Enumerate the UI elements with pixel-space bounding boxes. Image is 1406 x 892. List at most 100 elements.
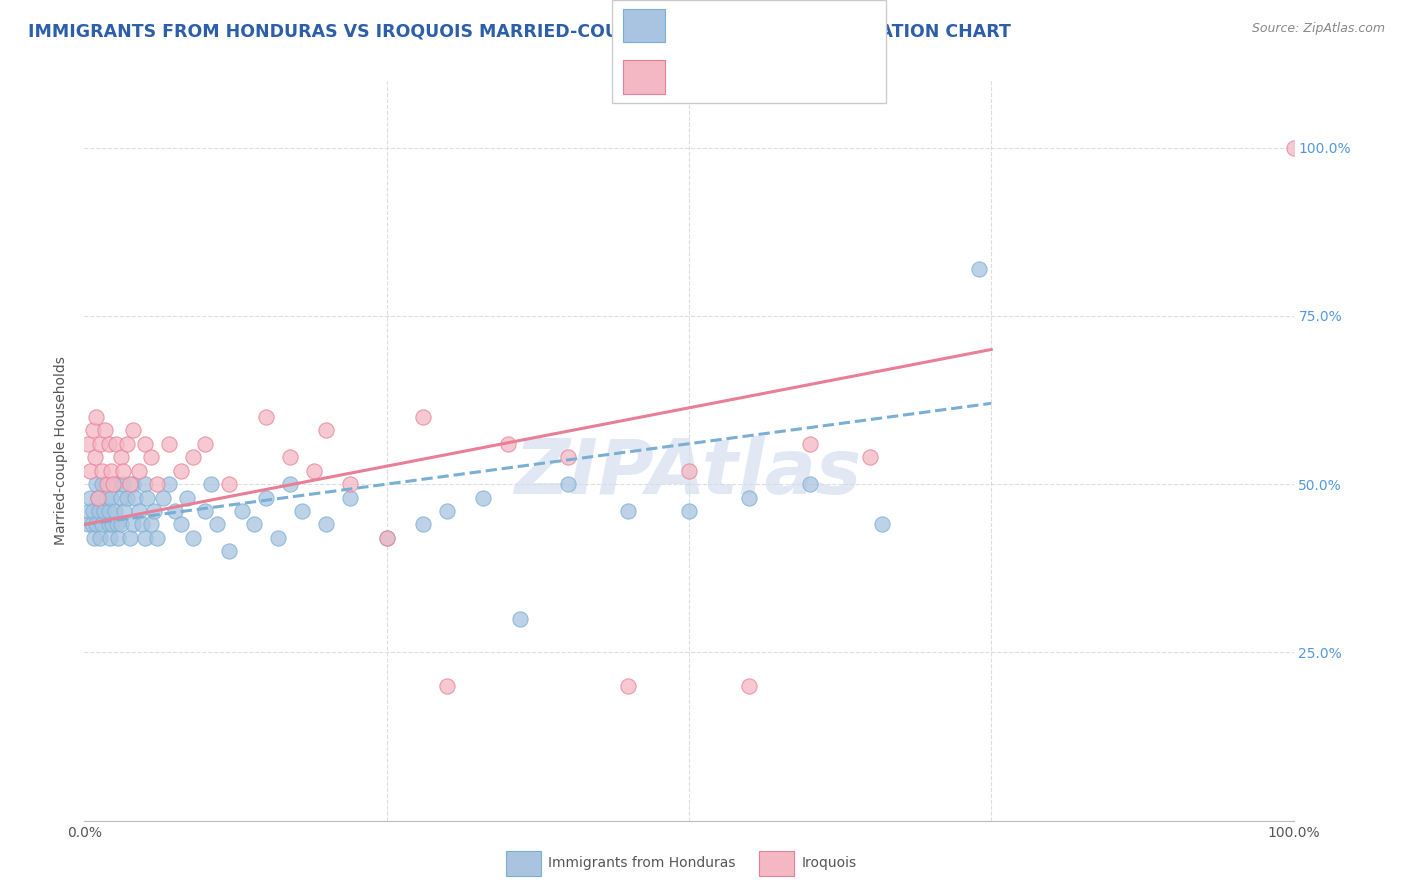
Point (146, 531, 169, 545)
Text: 0.117: 0.117 (716, 18, 763, 33)
Point (315, 423, 337, 437)
Point (139, 517, 162, 532)
Point (412, 517, 434, 532)
Point (436, 504, 458, 518)
Point (278, 477, 301, 491)
Point (146, 477, 169, 491)
Point (89, 436, 111, 450)
Point (110, 491, 132, 505)
Point (97, 517, 120, 532)
Point (128, 464, 150, 478)
Point (339, 491, 361, 505)
Point (176, 491, 198, 505)
Point (104, 477, 127, 491)
Point (115, 436, 138, 450)
Y-axis label: Married-couple Households: Married-couple Households (55, 356, 69, 545)
Text: Source: ZipAtlas.com: Source: ZipAtlas.com (1251, 22, 1385, 36)
Point (799, 436, 821, 450)
Point (375, 531, 398, 545)
Point (278, 450, 301, 465)
Point (152, 491, 174, 505)
Point (121, 517, 143, 532)
Point (254, 491, 277, 505)
Point (97, 504, 120, 518)
Text: ZIPAtlas: ZIPAtlas (515, 435, 863, 509)
Point (254, 409, 277, 424)
Point (77, 517, 100, 532)
Point (112, 504, 135, 518)
Text: Immigrants from Honduras: Immigrants from Honduras (548, 856, 735, 871)
Point (967, 261, 990, 276)
Point (112, 477, 135, 491)
Point (107, 531, 129, 545)
Point (207, 517, 229, 532)
Point (738, 491, 761, 505)
Point (557, 477, 579, 491)
Point (738, 679, 761, 693)
Point (143, 504, 166, 518)
Point (104, 436, 127, 450)
Point (77, 504, 100, 518)
Point (112, 464, 135, 478)
Point (678, 504, 700, 518)
Point (472, 491, 495, 505)
Point (86, 409, 108, 424)
Point (124, 491, 146, 505)
Point (86, 491, 108, 505)
Point (86, 491, 108, 505)
Point (98, 531, 121, 545)
Point (110, 450, 132, 465)
Point (170, 464, 193, 478)
Point (859, 450, 882, 465)
Point (181, 531, 204, 545)
Text: 71: 71 (814, 18, 835, 33)
Point (79, 491, 101, 505)
Point (678, 464, 700, 478)
Point (157, 477, 180, 491)
Point (110, 517, 132, 532)
Point (799, 477, 821, 491)
Point (100, 464, 122, 478)
Point (128, 504, 150, 518)
Point (617, 679, 640, 693)
Point (134, 531, 156, 545)
Point (100, 491, 122, 505)
Point (131, 517, 153, 532)
Point (94, 491, 117, 505)
Point (79, 464, 101, 478)
Point (157, 436, 180, 450)
Point (103, 477, 125, 491)
Point (218, 544, 240, 558)
Point (120, 477, 142, 491)
Point (91, 464, 114, 478)
Point (509, 612, 531, 626)
Point (315, 517, 337, 532)
Point (87, 504, 110, 518)
Point (82, 423, 104, 437)
Text: 44: 44 (814, 70, 835, 85)
Point (267, 531, 290, 545)
Point (302, 464, 325, 478)
Point (194, 504, 217, 518)
Point (194, 436, 217, 450)
Point (200, 477, 222, 491)
Point (1282, 140, 1305, 154)
Point (872, 517, 894, 532)
Text: N =: N = (765, 18, 808, 33)
Point (94, 423, 117, 437)
Point (97, 436, 120, 450)
Point (231, 504, 253, 518)
Point (375, 531, 398, 545)
Point (412, 409, 434, 424)
Point (77, 436, 100, 450)
Text: 0.281: 0.281 (716, 70, 763, 85)
Point (218, 477, 240, 491)
Point (105, 517, 128, 532)
Point (165, 504, 187, 518)
Point (91, 517, 114, 532)
Point (557, 450, 579, 465)
Point (291, 504, 314, 518)
Point (82, 504, 104, 518)
Point (134, 477, 156, 491)
Text: Iroquois: Iroquois (801, 856, 856, 871)
